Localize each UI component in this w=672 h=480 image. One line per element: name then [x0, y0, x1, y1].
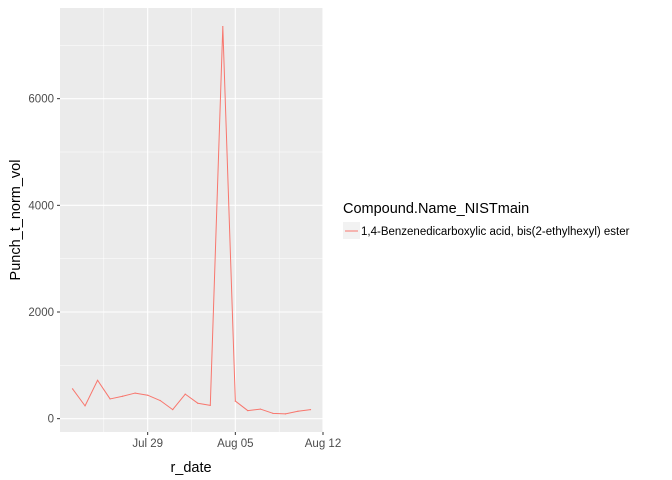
- x-tick-label: Aug 05: [217, 438, 253, 450]
- series-layer: [71, 26, 312, 415]
- grid-major: [60, 8, 324, 432]
- series-line: [72, 26, 311, 415]
- data-point: [122, 395, 124, 397]
- y-axis-title: Punch_t_norm_vol: [8, 160, 24, 281]
- data-point: [172, 409, 174, 411]
- legend-title: Compound.Name_NISTmain: [343, 201, 529, 217]
- data-point: [71, 388, 74, 390]
- data-point: [147, 394, 149, 396]
- data-point: [222, 26, 224, 28]
- data-point: [284, 413, 287, 415]
- data-point: [297, 410, 299, 412]
- x-tick-label: Jul 29: [132, 438, 163, 450]
- x-tick-label: Aug 12: [305, 438, 341, 450]
- data-point: [84, 405, 86, 407]
- data-point: [247, 410, 249, 412]
- y-axis: 0 2000 4000 6000: [28, 94, 60, 426]
- legend-label: 1,4-Benzenedicarboxylic acid, bis(2-ethy…: [361, 226, 630, 238]
- data-point: [209, 404, 211, 406]
- data-point: [197, 402, 199, 404]
- x-axis-title: r_date: [170, 460, 211, 476]
- data-point: [259, 408, 261, 410]
- y-tick-label: 0: [48, 414, 54, 426]
- y-tick-label: 6000: [28, 94, 54, 106]
- y-tick-label: 2000: [28, 307, 54, 319]
- legend: Compound.Name_NISTmain 1,4-Benzenedicarb…: [343, 201, 630, 239]
- data-point: [109, 398, 111, 400]
- grid-minor: [60, 8, 323, 432]
- data-point: [159, 399, 161, 402]
- data-point: [272, 412, 274, 414]
- data-point: [309, 409, 312, 411]
- data-point: [96, 379, 99, 381]
- data-point: [234, 400, 236, 402]
- x-axis: Jul 29 Aug 05 Aug 12: [132, 432, 341, 450]
- data-point: [134, 392, 136, 394]
- data-point: [184, 393, 186, 395]
- y-tick-label: 4000: [28, 200, 54, 212]
